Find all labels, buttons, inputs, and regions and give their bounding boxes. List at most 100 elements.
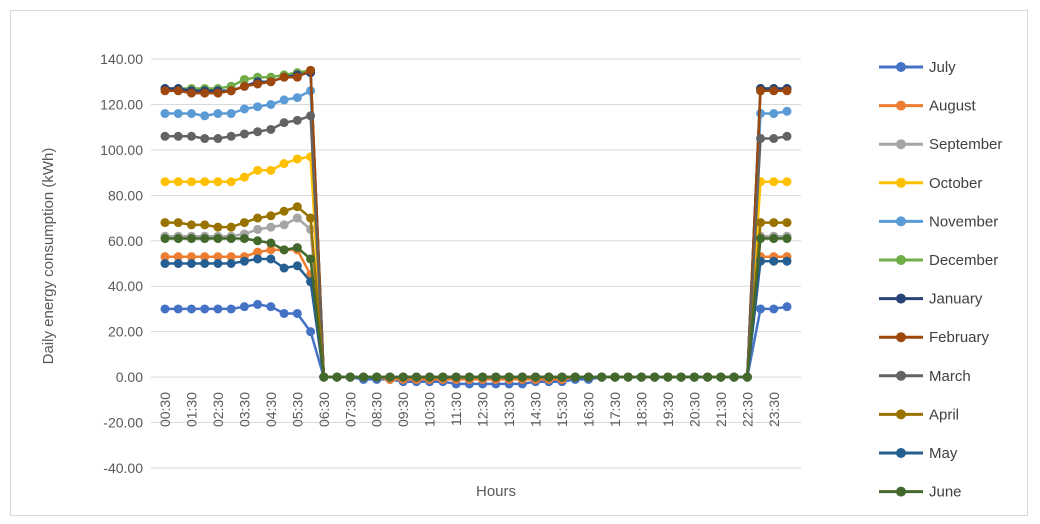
data-point	[769, 234, 779, 244]
y-tick-label: 60.00	[108, 233, 143, 249]
data-point	[769, 109, 779, 119]
data-point	[239, 256, 249, 266]
legend-marker	[896, 62, 906, 72]
data-point	[438, 372, 448, 382]
y-axis-title: Daily energy consumption (kWh)	[40, 148, 57, 365]
data-point	[253, 127, 263, 137]
x-tick-label: 11:30	[448, 392, 464, 426]
data-point	[173, 86, 183, 96]
data-point	[782, 131, 792, 141]
data-point	[160, 218, 170, 228]
data-point	[200, 234, 210, 244]
data-point	[425, 372, 435, 382]
data-point	[345, 372, 355, 382]
data-point	[610, 372, 620, 382]
legend-marker	[896, 448, 906, 458]
data-point	[292, 308, 302, 318]
data-point	[173, 218, 183, 228]
data-point	[769, 304, 779, 314]
data-point	[213, 222, 223, 232]
legend-label: September	[929, 136, 1002, 153]
data-point	[213, 177, 223, 187]
data-point	[782, 177, 792, 187]
x-tick-label: 19:30	[660, 392, 676, 427]
data-point	[226, 131, 236, 141]
series-line	[165, 114, 788, 379]
y-tick-label: -40.00	[103, 460, 143, 476]
data-point	[200, 220, 210, 230]
x-tick-label: 04:30	[263, 392, 279, 427]
data-point	[253, 247, 263, 257]
data-point	[239, 129, 249, 139]
data-point	[583, 372, 593, 382]
data-point	[306, 254, 316, 264]
legend-marker	[896, 370, 906, 381]
data-point	[782, 302, 792, 312]
data-point	[716, 372, 726, 382]
data-point	[650, 372, 660, 382]
data-point	[253, 165, 263, 175]
data-point	[160, 304, 170, 314]
data-point	[319, 372, 329, 382]
legend-marker	[896, 486, 906, 497]
data-point	[782, 86, 792, 96]
data-point	[292, 154, 302, 164]
data-point	[478, 372, 488, 382]
data-point	[186, 252, 196, 262]
data-point	[266, 254, 276, 264]
data-point	[226, 252, 236, 262]
data-point	[200, 252, 210, 262]
data-point	[504, 372, 514, 382]
data-point	[769, 134, 779, 144]
data-point	[173, 234, 183, 244]
data-point	[769, 218, 779, 228]
data-point	[676, 372, 686, 382]
x-tick-label: 10:30	[422, 392, 438, 427]
data-point	[186, 304, 196, 314]
x-tick-label: 20:30	[686, 392, 702, 427]
y-tick-label: 120.00	[100, 96, 143, 112]
data-point	[213, 234, 223, 244]
x-tick-label: 16:30	[580, 392, 596, 427]
data-point	[200, 111, 210, 121]
x-tick-label: 15:30	[554, 392, 570, 427]
data-point	[213, 134, 223, 144]
data-point	[266, 77, 276, 87]
data-point	[756, 234, 766, 244]
data-point	[306, 327, 316, 337]
x-tick-label: 23:30	[766, 392, 782, 427]
x-tick-label: 13:30	[501, 392, 517, 427]
data-point	[186, 177, 196, 187]
data-point	[266, 211, 276, 221]
data-point	[279, 308, 289, 318]
legend-label: July	[929, 59, 956, 76]
data-point	[226, 234, 236, 244]
data-point	[213, 304, 223, 314]
data-point	[173, 252, 183, 262]
line-chart: 140.00 120.00 100.00 80.00 60.00 40.00 20.00 0.…	[40, 51, 1002, 501]
data-point	[213, 252, 223, 262]
data-point	[491, 372, 501, 382]
legend-marker	[896, 332, 906, 343]
data-point	[266, 238, 276, 248]
data-point	[253, 224, 263, 234]
data-point	[160, 234, 170, 244]
x-tick-label: 18:30	[633, 392, 649, 427]
data-point	[186, 259, 196, 268]
x-axis-title: Hours	[476, 483, 516, 500]
data-point	[279, 206, 289, 216]
data-point	[200, 88, 210, 98]
data-point	[663, 372, 673, 382]
data-point	[782, 106, 792, 116]
data-point	[160, 131, 170, 141]
data-point	[160, 86, 170, 96]
series-line	[165, 155, 787, 379]
data-point	[266, 302, 276, 312]
data-point	[200, 259, 210, 268]
data-point	[782, 256, 792, 266]
data-point	[279, 72, 289, 82]
x-tick-label: 02:30	[210, 392, 226, 427]
legend-marker	[896, 216, 906, 227]
data-point	[160, 177, 170, 187]
x-tick-label: 07:30	[342, 392, 358, 427]
